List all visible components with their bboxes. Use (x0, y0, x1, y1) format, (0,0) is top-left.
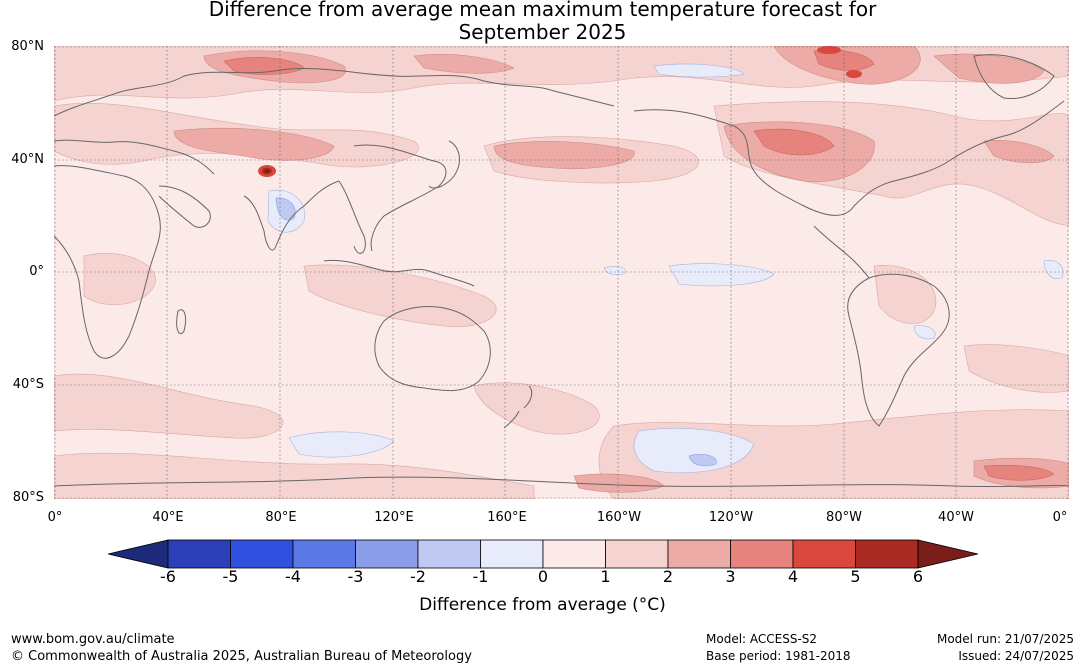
colorbar-arrow-low (107, 539, 169, 569)
title-line-1: Difference from average mean maximum tem… (208, 0, 877, 21)
colorbar-swatch (292, 539, 356, 569)
issued-text: Issued: 24/07/2025 (958, 649, 1074, 663)
lat-label-80n: 80°N (11, 39, 44, 54)
colorbar-tick-label: -3 (347, 567, 364, 586)
colorbar-svg (107, 539, 979, 569)
footer-right: Model run: 21/07/2025 Issued: 24/07/2025 (937, 631, 1074, 665)
colorbar-tick-label: 0 (537, 567, 549, 586)
map-title: Difference from average mean maximum tem… (0, 0, 1085, 44)
colorbar-tick-label: 5 (850, 567, 861, 586)
website-link[interactable]: www.bom.gov.au/climate (11, 632, 175, 647)
lon-label-0-right: 0° (1052, 510, 1068, 525)
anomaly-3-4-regions (223, 49, 1055, 481)
colorbar-swatch (605, 539, 669, 569)
lon-label-40w: 40°W (938, 510, 974, 525)
colorbar-tick-label: -2 (410, 567, 426, 586)
colorbar-tick-label: 2 (662, 567, 674, 586)
colorbar-swatch (855, 539, 919, 569)
colorbar-swatch (480, 539, 544, 569)
title-line-2: September 2025 (458, 20, 627, 44)
colorbar-swatch (167, 539, 231, 569)
anomaly-neg2-1-regions (275, 197, 717, 467)
colorbar-arrow-high (917, 539, 979, 569)
lon-label-80e: 80°E (265, 510, 297, 525)
forecast-map (54, 46, 1069, 499)
graticule (54, 46, 1069, 499)
footer-left: www.bom.gov.au/climate © Commonwealth of… (11, 631, 472, 665)
colorbar-swatch (792, 539, 856, 569)
lon-label-120w: 120°W (708, 510, 754, 525)
lon-label-40e: 40°E (152, 510, 184, 525)
copyright-text: © Commonwealth of Australia 2025, Austra… (11, 649, 472, 664)
colorbar-swatch (417, 539, 481, 569)
lon-label-120e: 120°E (374, 510, 414, 525)
colorbar-tick-label: 4 (787, 567, 799, 586)
colorbar-swatch (542, 539, 606, 569)
colorbar-tick-label: 1 (600, 567, 611, 586)
map-svg (54, 46, 1069, 499)
colorbar-swatch (730, 539, 794, 569)
colorbar-swatch (667, 539, 731, 569)
lat-label-80s: 80°S (12, 490, 44, 505)
colorbar-label: Difference from average (°C) (419, 595, 666, 615)
base-period-text: Base period: 1981-2018 (706, 649, 851, 663)
model-run-text: Model run: 21/07/2025 (936, 632, 1074, 646)
lon-label-80w: 80°W (826, 510, 862, 525)
anomaly-neg1-0-regions (267, 63, 1064, 473)
anomaly-hot-spots (258, 46, 862, 177)
lon-label-160w: 160°W (596, 510, 642, 525)
model-text: Model: ACCESS-S2 (706, 632, 818, 646)
colorbar-tick-label: 3 (725, 567, 736, 586)
lat-label-0: 0° (29, 264, 44, 279)
footer-middle: Model: ACCESS-S2 Base period: 1981-2018 (706, 631, 851, 665)
colorbar-tick-label: -5 (222, 567, 239, 586)
lon-label-160e: 160°E (487, 510, 527, 525)
colorbar (107, 539, 979, 569)
colorbar-swatch (355, 539, 419, 569)
colorbar-tick-label: -4 (285, 567, 301, 586)
colorbar-tick-label: -1 (472, 567, 489, 586)
coastlines (54, 54, 1069, 488)
colorbar-swatch (230, 539, 294, 569)
lat-label-40s: 40°S (12, 377, 44, 392)
lat-label-40n: 40°N (11, 152, 44, 167)
colorbar-tick-label: -6 (160, 567, 176, 586)
lon-label-0-left: 0° (47, 510, 63, 525)
colorbar-tick-label: 6 (912, 567, 924, 586)
